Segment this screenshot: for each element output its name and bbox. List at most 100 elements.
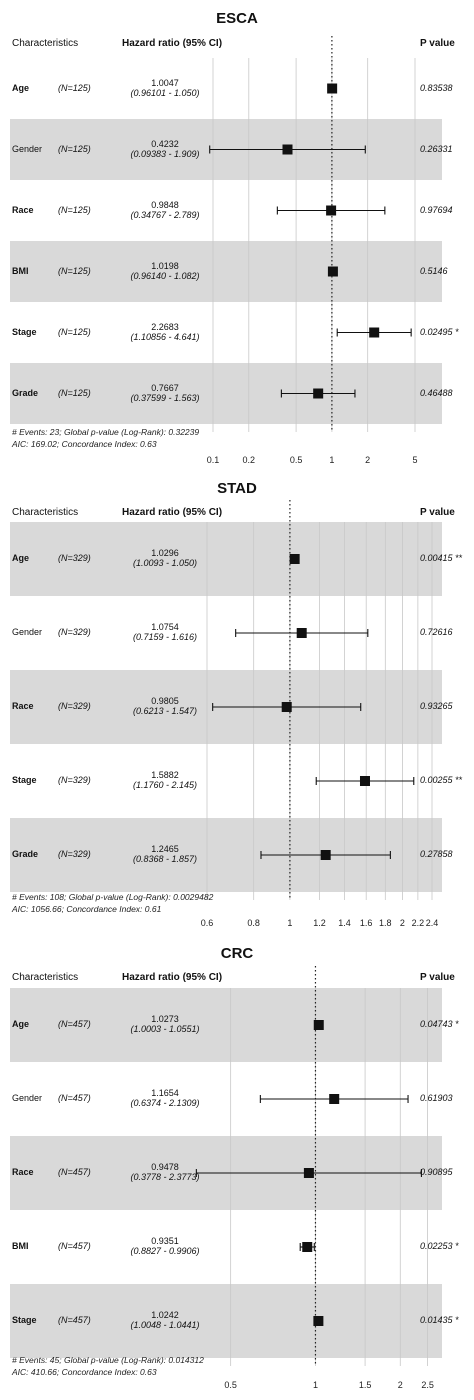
hr-value: 2.2683 (151, 321, 179, 332)
row-hazard-ratio: 1.0754 (0.7159 - 1.616) (100, 622, 230, 642)
hr-point (369, 327, 380, 338)
row-n: (N=457) (58, 1167, 91, 1177)
row-n: (N=457) (58, 1019, 91, 1029)
row-shading (10, 241, 442, 302)
row-p-value: 0.02495 * (420, 326, 459, 337)
row-n: (N=125) (58, 326, 91, 337)
x-tick-label: 0.8 (247, 918, 260, 928)
hr-ci: (1.10856 - 4.641) (130, 331, 200, 342)
footnote-aic: AIC: 410.66; Concordance Index: 0.63 (12, 1367, 157, 1377)
row-shading (10, 522, 442, 596)
hr-value: 0.4232 (151, 138, 179, 149)
hr-point (327, 83, 338, 94)
row-hazard-ratio: 1.0296 (1.0093 - 1.050) (100, 548, 230, 568)
x-tick-label: 5 (412, 455, 417, 465)
hr-ci: (1.0048 - 1.0441) (130, 1320, 200, 1330)
row-label-gender: Gender (12, 627, 43, 637)
row-p-value: 0.5146 (420, 265, 448, 276)
x-tick-label: 1.6 (360, 918, 373, 928)
hr-ci: (0.96101 - 1.050) (130, 87, 200, 98)
hr-value: 0.9805 (151, 696, 179, 706)
hr-value: 1.0198 (151, 260, 179, 271)
row-p-value: 0.04743 * (420, 1019, 459, 1029)
hr-point (302, 1242, 313, 1252)
hr-value: 1.5882 (151, 770, 179, 780)
hr-ci: (0.7159 - 1.616) (132, 632, 198, 642)
header-p-value: P value (420, 972, 455, 983)
row-n: (N=125) (58, 204, 91, 215)
row-hazard-ratio: 0.9351 (0.8827 - 0.9906) (100, 1236, 230, 1256)
row-p-value: 0.27858 (420, 849, 453, 859)
x-tick-label: 1.2 (313, 918, 326, 928)
forest-panel-crc: CRC Characteristics Hazard ratio (95% CI) P… (0, 935, 474, 1400)
row-label-bmi: BMI (12, 1241, 29, 1251)
footnote-events: # Events: 108; Global p-value (Log-Rank)… (12, 892, 214, 902)
row-shading (10, 363, 442, 424)
row-n: (N=125) (58, 143, 91, 154)
hr-point (327, 266, 338, 277)
hr-ci: (0.37599 - 1.563) (130, 392, 200, 403)
hr-ci: (0.6213 - 1.547) (132, 706, 198, 716)
row-n: (N=457) (58, 1241, 91, 1251)
row-n: (N=329) (58, 553, 91, 563)
row-label-age: Age (12, 1019, 30, 1029)
row-hazard-ratio: 0.7667 (0.37599 - 1.563) (100, 383, 230, 403)
row-label-bmi: BMI (12, 265, 29, 276)
x-tick-label: 1.8 (379, 918, 392, 928)
row-p-value: 0.72616 (420, 627, 453, 637)
row-hazard-ratio: 1.0047 (0.96101 - 1.050) (100, 78, 230, 98)
row-hazard-ratio: 1.1654 (0.6374 - 2.1309) (100, 1088, 230, 1108)
hr-point (313, 388, 324, 399)
row-label-grade: Grade (12, 849, 39, 859)
hr-value: 1.0754 (151, 622, 179, 632)
row-hazard-ratio: 1.0273 (1.0003 - 1.0551) (100, 1014, 230, 1034)
hr-point (296, 628, 307, 638)
hr-ci: (0.09383 - 1.909) (130, 148, 200, 159)
row-label-stage: Stage (12, 775, 37, 785)
header-characteristics: Characteristics (12, 38, 79, 49)
footnote-aic: AIC: 1056.66; Concordance Index: 0.61 (12, 904, 162, 914)
hr-ci: (1.0003 - 1.0551) (130, 1024, 200, 1034)
row-hazard-ratio: 1.2465 (0.8368 - 1.857) (100, 844, 230, 864)
row-label-grade: Grade (12, 387, 39, 398)
row-p-value: 0.93265 (420, 701, 453, 711)
header-characteristics: Characteristics (12, 972, 79, 983)
hr-point (329, 1094, 340, 1104)
hr-value: 1.0242 (151, 1310, 179, 1320)
x-tick-label: 0.6 (201, 918, 214, 928)
row-p-value: 0.83538 (420, 82, 453, 93)
hr-value: 1.0296 (151, 548, 179, 558)
x-tick-label: 0.1 (207, 455, 220, 465)
header-characteristics: Characteristics (12, 507, 79, 518)
panel-title: ESCA (216, 10, 258, 27)
panel-title: CRC (220, 945, 254, 962)
hr-ci: (0.6374 - 2.1309) (130, 1098, 200, 1108)
row-hazard-ratio: 0.9848 (0.34767 - 2.789) (100, 200, 230, 220)
row-n: (N=125) (58, 387, 91, 398)
row-shading (10, 1284, 442, 1358)
x-tick-label: 1 (313, 1380, 318, 1390)
x-tick-label: 1 (329, 455, 334, 465)
x-tick-label: 2.4 (426, 918, 439, 928)
row-hazard-ratio: 0.9805 (0.6213 - 1.547) (100, 696, 230, 716)
header-hazard-ratio: Hazard ratio (95% CI) (122, 507, 223, 518)
x-tick-label: 2.5 (421, 1380, 434, 1390)
header-p-value: P value (420, 38, 455, 49)
row-p-value: 0.01435 * (420, 1315, 459, 1325)
row-n: (N=457) (58, 1093, 91, 1103)
hr-value: 0.9478 (151, 1162, 179, 1172)
row-label-stage: Stage (12, 326, 37, 337)
x-tick-label: 0.5 (290, 455, 303, 465)
panel-title: STAD (217, 480, 257, 497)
x-tick-label: 2 (365, 455, 370, 465)
row-label-race: Race (12, 701, 34, 711)
header-hazard-ratio: Hazard ratio (95% CI) (122, 38, 223, 49)
plot-area: 0.5 1 1.5 2 2.5 (195, 966, 434, 1390)
x-tick-label: 0.2 (243, 455, 256, 465)
row-n: (N=125) (58, 82, 91, 93)
hr-value: 0.7667 (151, 382, 179, 393)
hr-point (303, 1168, 314, 1178)
forest-panel-esca: ESCA Characteristics Hazard ratio (95% CI)… (0, 0, 474, 475)
hr-point (359, 776, 370, 786)
plot-area: 0.1 0.2 0.5 1 2 5 (207, 36, 418, 465)
